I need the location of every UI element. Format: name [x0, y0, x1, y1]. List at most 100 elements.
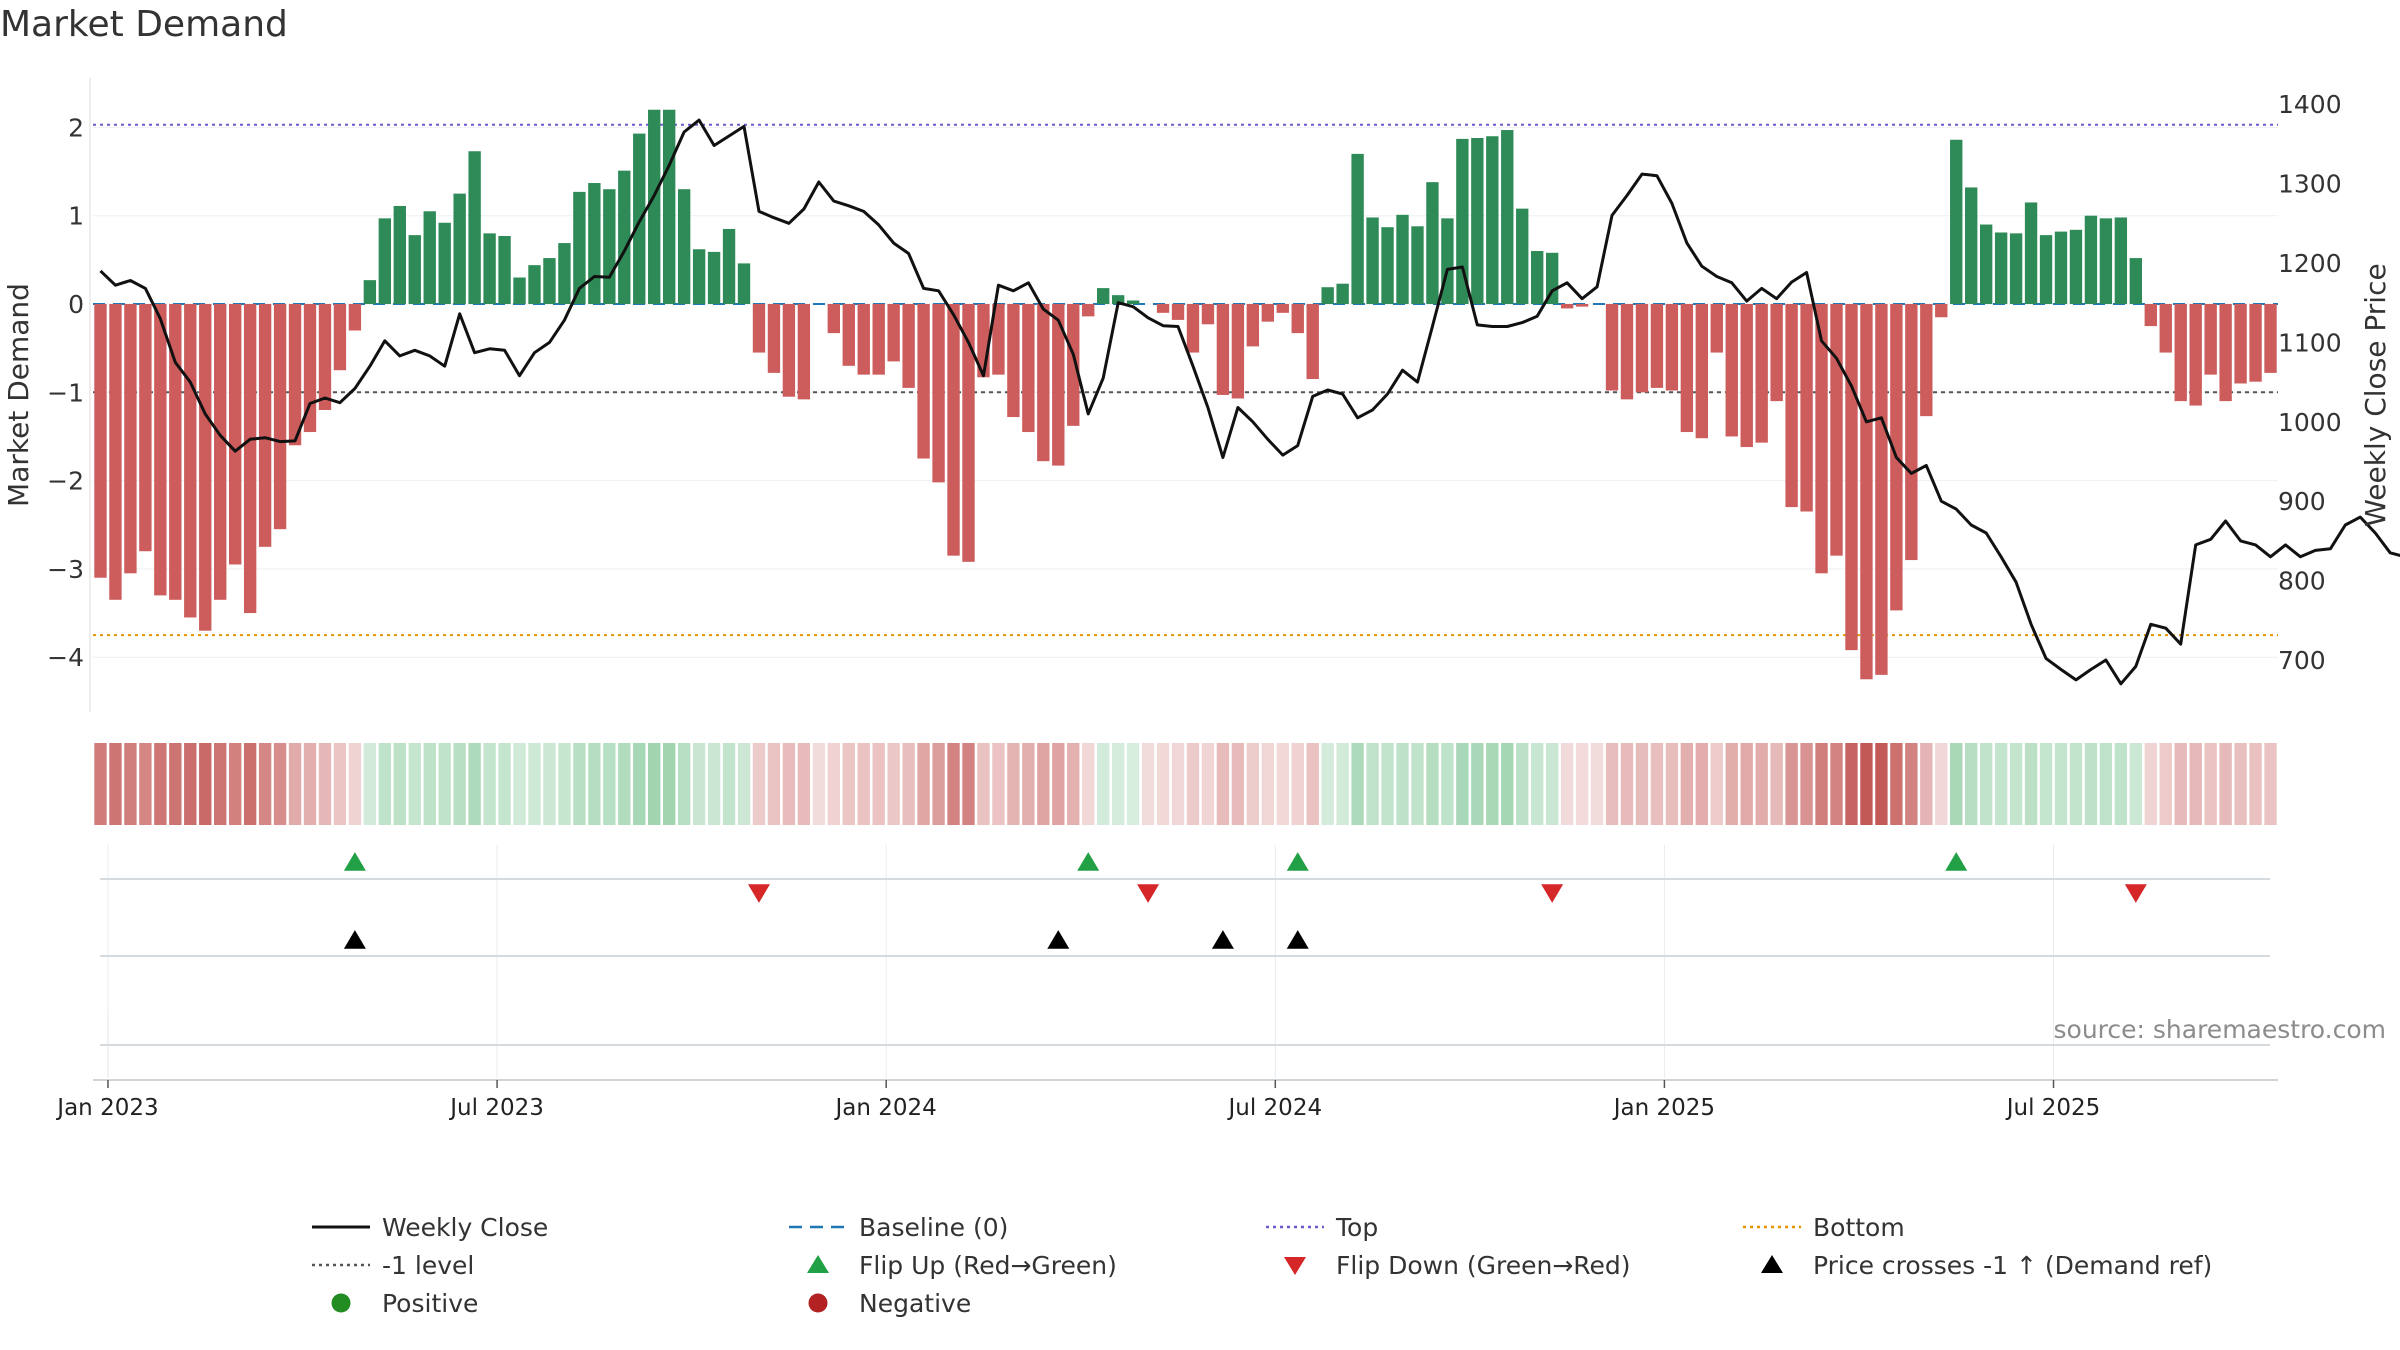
heat-cell [1186, 743, 1200, 825]
flip-up-marker [1286, 852, 1309, 871]
chart-title: Market Demand [0, 4, 288, 45]
demand-bar [2174, 304, 2187, 402]
heat-cell [827, 743, 840, 825]
demand-bar [1052, 304, 1065, 466]
heat-cell [872, 743, 885, 825]
heat-cell [1276, 743, 1289, 825]
heat-cell [603, 743, 616, 825]
demand-bar [2144, 304, 2157, 327]
heat-cell [169, 743, 182, 825]
heat-cell [573, 743, 586, 825]
heat-cell [1111, 743, 1125, 825]
demand-bars [94, 109, 2277, 680]
demand-bar [1875, 304, 1888, 675]
demand-bar [1560, 304, 1574, 309]
legend-swatch [807, 1255, 829, 1273]
demand-bar [1740, 304, 1753, 448]
demand-bar [1815, 304, 1828, 574]
heat-cell [962, 743, 975, 825]
demand-bar [1022, 304, 1035, 433]
legend-swatch [331, 1293, 351, 1313]
y2-tick-label: 800 [2278, 567, 2326, 596]
heat-cell [1531, 743, 1544, 825]
heat-cell [184, 743, 197, 825]
demand-bar [857, 304, 870, 375]
heat-cell [842, 743, 855, 825]
heat-cell [393, 743, 406, 825]
demand-bar [1860, 304, 1873, 680]
x-tick-label: Jul 2023 [448, 1095, 544, 1121]
demand-bar [992, 304, 1005, 375]
demand-bar [872, 304, 885, 375]
heat-cell [378, 743, 392, 825]
heat-cell [1022, 743, 1035, 825]
legend-swatch-dot [808, 1293, 828, 1313]
demand-bar [752, 304, 766, 353]
heat-cell [2099, 743, 2113, 825]
demand-bar [2249, 304, 2262, 382]
heat-cell [797, 743, 811, 825]
heat-cell [94, 743, 107, 825]
demand-bar [707, 251, 721, 304]
heat-cell [214, 743, 227, 825]
demand-bar [1111, 295, 1125, 304]
demand-bar [648, 109, 661, 305]
heat-cell [1785, 743, 1798, 825]
heat-cell [2009, 743, 2023, 825]
demand-bar [1171, 304, 1185, 320]
demand-bar [1126, 300, 1140, 304]
demand-bar [1007, 304, 1020, 418]
weekly-close-line [99, 118, 2400, 686]
y-tick-label: 1 [68, 202, 84, 231]
demand-bar [618, 170, 631, 304]
demand-bar [1216, 304, 1230, 395]
demand-bar [1800, 304, 1813, 512]
heat-cell [124, 743, 137, 825]
heat-cell [1126, 743, 1140, 825]
heat-cell [977, 743, 990, 825]
flip-down-marker [2124, 884, 2147, 903]
demand-bar [1336, 283, 1349, 304]
demand-bar [498, 236, 511, 304]
demand-bar [2039, 235, 2053, 304]
demand-bar [947, 304, 960, 556]
heat-cell [662, 743, 676, 825]
x-axis: Jan 2023 Jul 2023 Jan 2024 Jul 2024 Jan 2025… [55, 1079, 2278, 1121]
demand-bar [243, 304, 257, 614]
legend-label: Flip Down (Green→Red) [1336, 1251, 1631, 1280]
flip-down-marker [747, 884, 770, 903]
demand-bar [1994, 232, 2008, 304]
legend-label: Weekly Close [382, 1213, 548, 1242]
demand-bar [1186, 304, 1200, 353]
heat-cell [1845, 743, 1858, 825]
heat-cell [2024, 743, 2038, 825]
heat-cell [1755, 743, 1768, 825]
demand-bar [573, 191, 586, 304]
demand-bar [782, 304, 796, 397]
demand-bar [228, 304, 242, 565]
demand-bar [1411, 226, 1424, 304]
cross-marker [1047, 930, 1070, 949]
demand-bar [1920, 304, 1933, 417]
heat-cell [2234, 743, 2247, 825]
demand-bar [318, 304, 332, 410]
heat-cell [1890, 743, 1903, 825]
heat-cell [947, 743, 960, 825]
demand-bar [797, 304, 811, 400]
heat-cell [932, 743, 945, 825]
heat-cell [228, 743, 242, 825]
heat-cell [139, 743, 152, 825]
demand-bar [109, 304, 122, 600]
demand-bar [1306, 304, 1319, 380]
axes: 2 1 0 −1 −2 −3 −4 1400 1300 1200 1100 1000 900 800 700… [2, 78, 2392, 712]
heat-cell [288, 743, 302, 825]
demand-bar [1710, 304, 1723, 353]
demand-bar [94, 304, 107, 578]
demand-bar [827, 304, 840, 334]
heat-cell [1575, 743, 1589, 825]
heat-cell [438, 743, 451, 825]
y2-tick-label: 1400 [2278, 90, 2342, 119]
heat-cell [1635, 743, 1649, 825]
heat-cell [1516, 743, 1529, 825]
heat-cell [752, 743, 766, 825]
